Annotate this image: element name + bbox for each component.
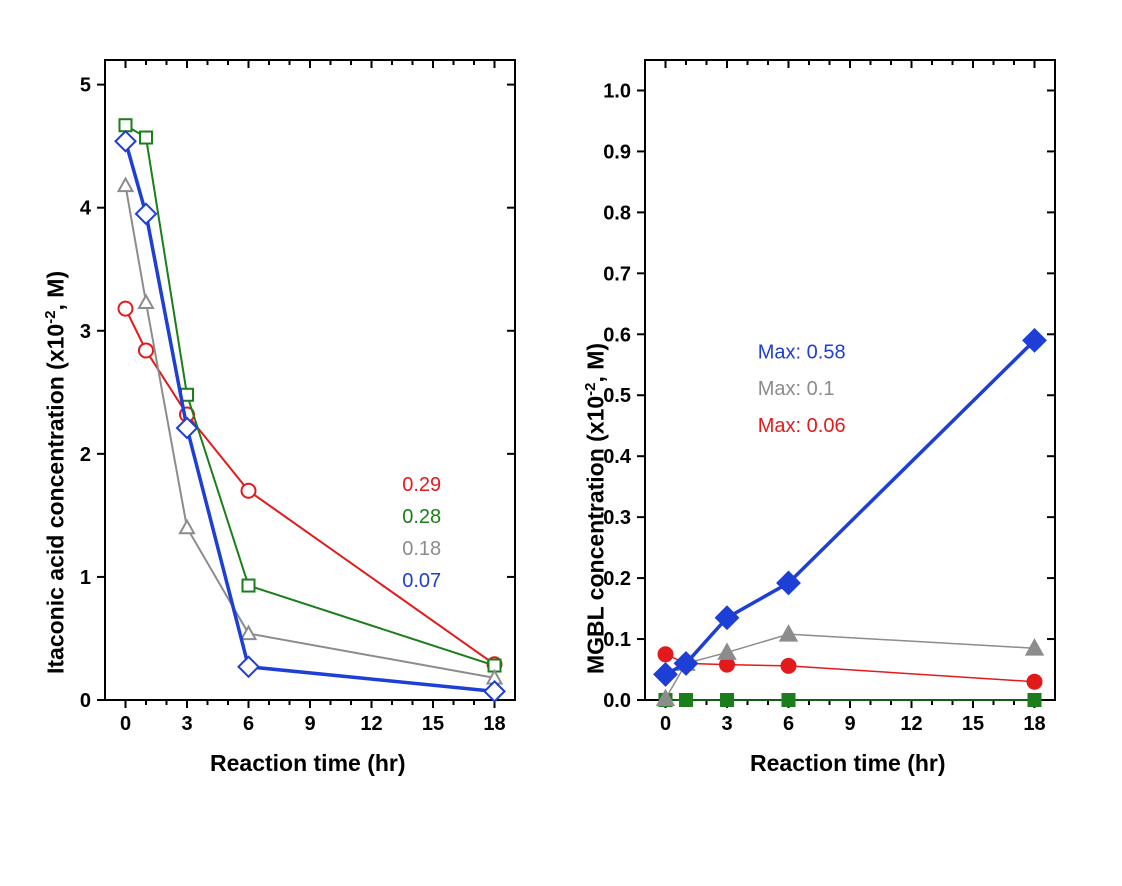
end-annot-blue: 0.07: [402, 570, 441, 592]
x-tick-label: 6: [243, 713, 254, 735]
x-tick-label: 3: [181, 713, 192, 735]
y-tick-label: 0.7: [603, 263, 631, 285]
x-tick-label: 18: [483, 713, 505, 735]
annot-2: Max: 0.06: [758, 415, 846, 437]
left-chart-svg: 03691215180123450.290.280.180.07: [20, 40, 530, 795]
y-tick-label: 2: [80, 444, 91, 466]
x-tick-label: 15: [962, 713, 984, 735]
y-tick-label: 0: [80, 690, 91, 712]
right-chart-panel: 03691215180.00.10.20.30.40.50.60.70.80.9…: [560, 40, 1070, 795]
x-tick-label: 12: [360, 713, 382, 735]
x-tick-label: 12: [900, 713, 922, 735]
annot-1: Max: 0.1: [758, 378, 835, 400]
series-blue: [666, 340, 1035, 674]
y-tick-label: 4: [80, 198, 92, 220]
annot-0: Max: 0.58: [758, 342, 846, 364]
plot-area: [105, 60, 515, 700]
right-chart-svg: 03691215180.00.10.20.30.40.50.60.70.80.9…: [560, 40, 1070, 795]
y-tick-label: 5: [80, 75, 91, 97]
x-tick-label: 0: [660, 713, 671, 735]
x-tick-label: 0: [120, 713, 131, 735]
right-y-axis-label: MGBL concentration (x10-2, M): [582, 343, 610, 674]
left-chart-panel: 03691215180123450.290.280.180.07Itaconic…: [20, 40, 530, 795]
right-x-axis-label: Reaction time (hr): [750, 750, 946, 777]
y-tick-label: 1: [80, 567, 91, 589]
left-x-axis-label: Reaction time (hr): [210, 750, 406, 777]
x-tick-label: 18: [1023, 713, 1045, 735]
y-tick-label: 0.9: [603, 141, 631, 163]
y-tick-label: 0.8: [603, 202, 631, 224]
y-tick-label: 3: [80, 321, 91, 343]
x-tick-label: 9: [844, 713, 855, 735]
chart-pair: 03691215180123450.290.280.180.07Itaconic…: [0, 0, 1122, 815]
y-tick-label: 1.0: [603, 80, 631, 102]
end-annot-green: 0.28: [402, 506, 441, 528]
y-tick-label: 0.0: [603, 690, 631, 712]
x-tick-label: 6: [783, 713, 794, 735]
left-y-axis-label: Itaconic acid concentration (x10-2, M): [42, 271, 70, 674]
x-tick-label: 9: [304, 713, 315, 735]
end-annot-red: 0.29: [402, 474, 441, 496]
x-tick-label: 3: [721, 713, 732, 735]
x-tick-label: 15: [422, 713, 444, 735]
end-annot-gray: 0.18: [402, 538, 441, 560]
